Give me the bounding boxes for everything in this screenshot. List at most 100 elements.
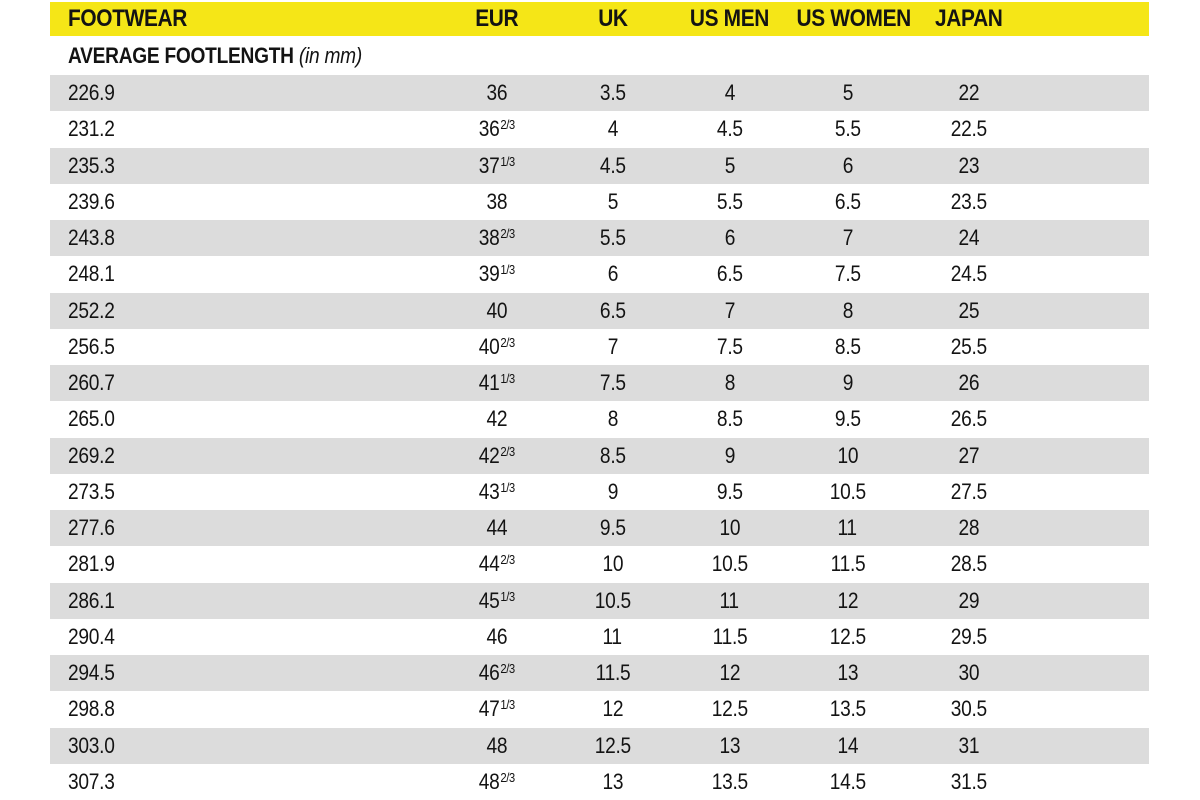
cell-spacer (1030, 582, 1149, 619)
cell-value: 12.5 (829, 623, 866, 649)
cell-eur: 391/3 (440, 256, 554, 293)
cell-value: 6.5 (716, 261, 743, 287)
table-row: 248.1 391/3 6 6.5 7.5 24.5 (50, 256, 1149, 293)
cell-us-men: 5.5 (671, 183, 788, 220)
cell-value: 23.5 (950, 188, 987, 214)
cell-spacer (1030, 401, 1149, 438)
cell-spacer (1030, 292, 1149, 329)
cell-footlength: 281.9 (50, 546, 440, 583)
cell-spacer (1030, 75, 1149, 112)
eur-fraction: 2/3 (500, 769, 516, 785)
cell-eur: 442/3 (440, 546, 554, 583)
cell-spacer (1030, 763, 1149, 800)
cell-eur: 48 (440, 727, 554, 764)
cell-japan: 24 (907, 220, 1030, 257)
cell-us-women: 14.5 (788, 763, 907, 800)
cell-value: 11.5 (830, 551, 865, 577)
cell-us-men: 8 (671, 365, 788, 402)
cell-japan: 29 (907, 582, 1030, 619)
cell-us-women: 12 (788, 582, 907, 619)
cell-value: 4 (607, 116, 618, 142)
cell-value: 7 (607, 333, 618, 359)
cell-eur: 46 (440, 618, 554, 655)
cell-us-women: 10 (788, 437, 907, 474)
cell-us-men: 11.5 (671, 618, 788, 655)
cell-japan: 26.5 (907, 401, 1030, 438)
cell-footlength: 256.5 (50, 328, 440, 365)
cell-value: 371/3 (478, 152, 516, 178)
column-header-japan: JAPAN (907, 2, 1030, 36)
cell-footlength: 260.7 (50, 365, 440, 402)
cell-value: 8 (724, 370, 735, 396)
cell-value: 235.3 (68, 152, 115, 178)
cell-uk: 8 (554, 401, 671, 438)
cell-value: 5 (842, 80, 853, 106)
cell-eur: 382/3 (440, 220, 554, 257)
cell-japan: 31.5 (907, 763, 1030, 800)
eur-fraction: 2/3 (500, 661, 516, 677)
cell-value: 252.2 (68, 297, 115, 323)
cell-value: 11 (719, 587, 740, 613)
table-row: 265.0 42 8 8.5 9.5 26.5 (50, 401, 1149, 438)
eur-fraction: 2/3 (500, 334, 516, 350)
cell-footlength: 265.0 (50, 401, 440, 438)
cell-value: 28 (958, 515, 979, 541)
table-row: 252.2 40 6.5 7 8 25 (50, 292, 1149, 329)
eur-fraction: 1/3 (500, 371, 516, 387)
cell-spacer (1030, 546, 1149, 583)
cell-footlength: 239.6 (50, 183, 440, 220)
cell-value: 22.5 (950, 116, 987, 142)
subheader-cell: AVERAGE FOOTLENGTH (in mm) (50, 36, 1149, 75)
cell-uk: 10 (554, 546, 671, 583)
cell-value: 5 (724, 152, 735, 178)
cell-value: 290.4 (68, 623, 115, 649)
cell-eur: 451/3 (440, 582, 554, 619)
cell-us-women: 6 (788, 147, 907, 184)
column-header-footwear-label: FOOTWEAR (68, 5, 187, 32)
cell-value: 3.5 (599, 80, 626, 106)
cell-spacer (1030, 183, 1149, 220)
cell-value: 22 (958, 80, 979, 106)
cell-uk: 6.5 (554, 292, 671, 329)
cell-value: 9 (724, 442, 735, 468)
cell-value: 13.5 (711, 768, 748, 794)
cell-eur: 411/3 (440, 365, 554, 402)
eur-fraction: 2/3 (500, 117, 516, 133)
cell-value: 6.5 (599, 297, 626, 323)
cell-value: 7.5 (834, 261, 861, 287)
cell-footlength: 252.2 (50, 292, 440, 329)
table-subheader-row: AVERAGE FOOTLENGTH (in mm) (50, 36, 1149, 75)
cell-value: 24.5 (950, 261, 987, 287)
cell-value: 36 (486, 80, 508, 106)
cell-uk: 9.5 (554, 510, 671, 547)
cell-value: 382/3 (478, 225, 516, 251)
cell-value: 38 (486, 188, 508, 214)
cell-value: 451/3 (478, 587, 516, 613)
cell-spacer (1030, 655, 1149, 692)
column-header-eur-label: EUR (475, 5, 519, 32)
cell-spacer (1030, 437, 1149, 474)
table-row: 231.2 362/3 4 4.5 5.5 22.5 (50, 111, 1149, 148)
cell-value: 12 (837, 587, 858, 613)
cell-value: 9.5 (599, 515, 626, 541)
cell-japan: 26 (907, 365, 1030, 402)
cell-value: 27.5 (950, 478, 987, 504)
cell-uk: 3.5 (554, 75, 671, 112)
cell-value: 11 (602, 623, 623, 649)
cell-us-men: 10 (671, 510, 788, 547)
cell-uk: 13 (554, 763, 671, 800)
cell-japan: 23 (907, 147, 1030, 184)
cell-footlength: 235.3 (50, 147, 440, 184)
cell-value: 231.2 (68, 116, 115, 142)
cell-eur: 471/3 (440, 691, 554, 728)
cell-value: 10 (719, 515, 740, 541)
cell-value: 25 (958, 297, 979, 323)
table-row: 294.5 462/3 11.5 12 13 30 (50, 655, 1149, 692)
eur-fraction: 1/3 (500, 153, 516, 169)
table-row: 298.8 471/3 12 12.5 13.5 30.5 (50, 691, 1149, 728)
cell-value: 26.5 (950, 406, 987, 432)
cell-us-women: 7 (788, 220, 907, 257)
cell-eur: 462/3 (440, 655, 554, 692)
cell-value: 265.0 (68, 406, 115, 432)
table-row: 281.9 442/3 10 10.5 11.5 28.5 (50, 546, 1149, 583)
